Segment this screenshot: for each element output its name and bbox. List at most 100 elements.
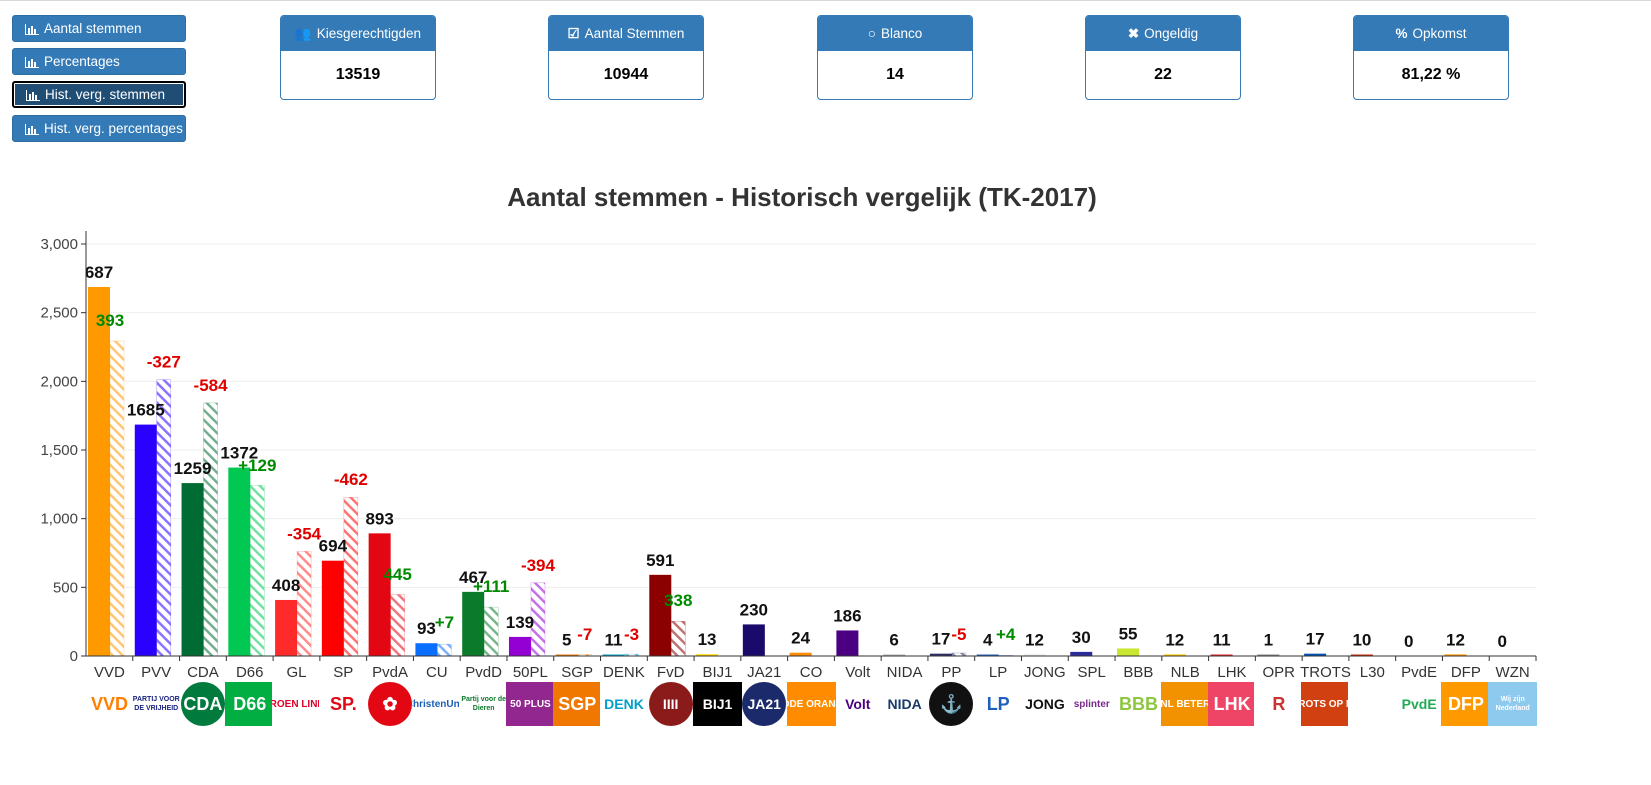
value-label-DFP: 12	[1446, 630, 1465, 649]
party-logo-text: BBB	[1119, 693, 1159, 714]
diff-label-SGP: -7	[577, 625, 592, 644]
party-logo-text: SGP	[558, 693, 597, 714]
diff-label-PvdA: 445	[383, 565, 411, 584]
y-tick-label: 3,000	[40, 236, 78, 253]
bar-2017-CU	[437, 643, 452, 657]
x-tick-label: WZN	[1496, 664, 1530, 681]
bar-2021-JONG	[1023, 654, 1046, 656]
chart-title: Aantal stemmen - Historisch vergelijk (T…	[507, 182, 1097, 212]
stat-value: 13519	[335, 66, 381, 83]
value-label-NIDA: 6	[889, 631, 898, 650]
party-logo-cu: ChristenUnie	[412, 682, 462, 726]
y-tick-label: 1,000	[40, 511, 78, 528]
bar-2021-LHK	[1210, 654, 1233, 656]
bar-2021-BIJ1	[696, 654, 719, 656]
stat-label: Ongeldig	[1144, 26, 1199, 41]
value-label-LP: 4	[983, 631, 993, 650]
party-logo-nida: NIDA	[880, 682, 930, 726]
party-logo-cda: CDA	[180, 682, 225, 726]
value-label-VVD: 687	[85, 263, 113, 282]
diff-label-DENK: -3	[624, 625, 639, 644]
bar-2021-FvD	[649, 574, 672, 656]
value-label-CO: 24	[791, 629, 810, 648]
value-label-GL: 408	[272, 576, 300, 595]
diff-label-CDA: -584	[194, 376, 229, 395]
y-tick-label: 1,500	[40, 442, 78, 459]
party-logo-wzn: Wij zijn Nederland	[1488, 682, 1538, 726]
party-logo-gl: GROEN LINKS	[272, 682, 322, 726]
bar-chart-icon	[25, 123, 39, 135]
party-logo-text: Wij zijn Nederland	[1495, 696, 1530, 712]
nav-button-percentages[interactable]: Percentages	[12, 48, 186, 75]
bar-2017-GL	[296, 551, 312, 657]
x-tick-label: D66	[236, 664, 264, 681]
nav-button-label: Percentages	[44, 54, 120, 69]
value-label-BBB: 55	[1119, 624, 1138, 643]
bar-2021-PVV	[134, 424, 157, 656]
party-logo-l30	[1347, 682, 1397, 726]
x-tick-label: NLB	[1171, 664, 1200, 681]
stat-card-kiesgerechtigden: 👥 Kiesgerechtigden 13519	[280, 15, 436, 100]
party-logo-spl: splinter	[1067, 682, 1117, 726]
x-tick-label: CO	[800, 664, 823, 681]
diff-label-GL: -354	[287, 524, 322, 543]
bar-2017-CDA	[203, 402, 218, 657]
nav-button-aantal-stemmen[interactable]: Aantal stemmen	[12, 15, 186, 42]
bar-2021-SPL	[1070, 651, 1093, 656]
stat-card-ongeldig: ✖ Ongeldig 22	[1085, 15, 1241, 100]
value-label-D66: 1372	[220, 444, 258, 463]
party-logo-lhk: LHK	[1207, 682, 1257, 726]
x-tick-label: TROTS	[1300, 664, 1351, 681]
x-tick-label: NIDA	[887, 664, 923, 681]
value-label-50PL: 139	[506, 613, 534, 632]
party-logo-text: CODE ORANJE	[787, 698, 836, 710]
x-tick-label: PvdE	[1401, 664, 1437, 681]
value-label-SP: 694	[319, 537, 348, 556]
party-logo-text: CDA	[183, 693, 223, 714]
x-tick-label: SGP	[561, 664, 593, 681]
value-label-FvD: 591	[646, 551, 674, 570]
bar-2021-SP	[321, 560, 344, 656]
party-logo-text: VVD	[90, 693, 128, 714]
value-label-PvdA: 893	[365, 509, 393, 528]
party-logo-text: SP.	[330, 693, 357, 714]
diff-label-CU: +7	[435, 613, 454, 632]
stat-label: Aantal Stemmen	[584, 26, 685, 41]
party-logo-vvd: VVD	[85, 682, 134, 726]
bar-2021-BBB	[1117, 648, 1140, 656]
y-tick-label: 2,500	[40, 305, 78, 322]
x-tick-label: FvD	[657, 664, 685, 681]
nav-button-hist-verg-stemmen[interactable]: Hist. verg. stemmen	[12, 81, 186, 108]
bar-2021-GL	[275, 599, 298, 656]
party-logo-sgp: SGP	[552, 682, 602, 726]
value-label-LHK: 11	[1213, 630, 1231, 649]
x-tick-label: BIJ1	[702, 664, 732, 681]
bar-chart-icon	[25, 56, 39, 68]
x-tick-label: SP	[333, 664, 353, 681]
x-tick-label: LP	[989, 664, 1007, 681]
party-logo-text: R	[1272, 693, 1286, 714]
bar-2017-PVV	[156, 379, 172, 657]
party-logo-dfp: DFP	[1441, 682, 1491, 726]
party-logo-fvd: IIII	[648, 682, 693, 726]
bar-2021-LP	[976, 654, 999, 656]
x-tick-label: PP	[941, 664, 961, 681]
bar-chart-icon	[25, 23, 39, 35]
party-logo-text: splinter	[1073, 698, 1110, 710]
party-logo-text: D66	[233, 693, 267, 714]
bar-2021-PvdA	[368, 533, 391, 656]
bar-2017-VVD	[109, 340, 125, 657]
stat-value: 81,22 %	[1401, 66, 1461, 83]
bar-2021-50PL	[508, 636, 531, 656]
party-logo-text: Volt	[845, 696, 871, 712]
party-logo-text: ✿	[382, 693, 398, 714]
x-tick-label: BBB	[1123, 664, 1153, 681]
bar-2021-Volt	[836, 630, 859, 656]
value-label-CDA: 1259	[174, 459, 212, 478]
x-tick-label: DENK	[603, 664, 645, 681]
party-logo-text: TROTS OP NL	[1301, 698, 1350, 710]
value-label-BIJ1: 13	[698, 630, 717, 649]
bar-2021-DENK	[602, 654, 625, 656]
nav-button-hist-verg-percentages[interactable]: Hist. verg. percentages	[12, 115, 186, 142]
